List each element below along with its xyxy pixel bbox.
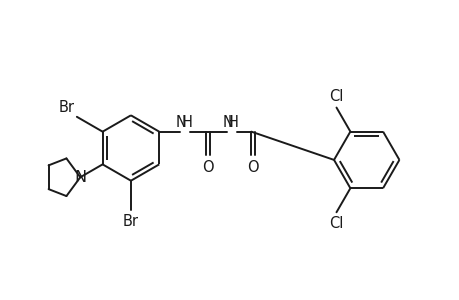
Text: Br: Br bbox=[59, 100, 75, 115]
Text: H: H bbox=[181, 115, 192, 130]
Text: H: H bbox=[228, 115, 239, 130]
Text: O: O bbox=[202, 160, 213, 175]
Text: N: N bbox=[222, 115, 233, 130]
Text: Cl: Cl bbox=[329, 88, 343, 104]
Text: N: N bbox=[175, 115, 186, 130]
Text: N: N bbox=[74, 170, 86, 185]
Text: O: O bbox=[247, 160, 258, 175]
Text: Cl: Cl bbox=[329, 216, 343, 231]
Text: Br: Br bbox=[123, 214, 139, 230]
